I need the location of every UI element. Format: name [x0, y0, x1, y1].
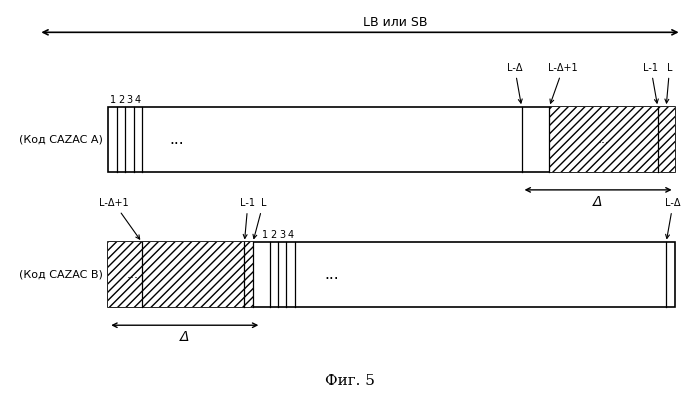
Text: L: L [253, 198, 266, 238]
Text: 3: 3 [127, 95, 132, 105]
Text: 4: 4 [287, 230, 294, 240]
Text: (Код CAZAC B): (Код CAZAC B) [19, 270, 103, 280]
Text: (Код CAZAC A): (Код CAZAC A) [19, 135, 103, 144]
Bar [108, 242, 675, 307]
Text: L-Δ+1: L-Δ+1 [99, 198, 140, 239]
Text: Фиг. 5: Фиг. 5 [324, 374, 375, 388]
Text: L-Δ+1: L-Δ+1 [548, 63, 578, 103]
Bar [108, 242, 253, 307]
Text: 3: 3 [279, 230, 285, 240]
Text: L-1: L-1 [240, 198, 255, 238]
Bar [108, 107, 675, 172]
Text: L-Δ: L-Δ [507, 63, 522, 103]
Text: 2: 2 [118, 95, 124, 105]
Text: ...: ... [126, 268, 138, 281]
Text: L: L [665, 63, 672, 103]
Text: L-1: L-1 [643, 63, 658, 103]
Text: ...: ... [170, 132, 185, 147]
Text: 4: 4 [135, 95, 140, 105]
Text: LB или SB: LB или SB [363, 16, 427, 29]
Text: Δ: Δ [593, 195, 603, 209]
Text: L-Δ: L-Δ [665, 198, 681, 238]
Text: ...: ... [598, 133, 610, 146]
Bar [549, 107, 675, 172]
Text: Δ: Δ [180, 330, 189, 344]
Text: 1: 1 [262, 230, 268, 240]
Text: 1: 1 [110, 95, 115, 105]
Text: 2: 2 [271, 230, 277, 240]
Text: ...: ... [324, 267, 339, 282]
